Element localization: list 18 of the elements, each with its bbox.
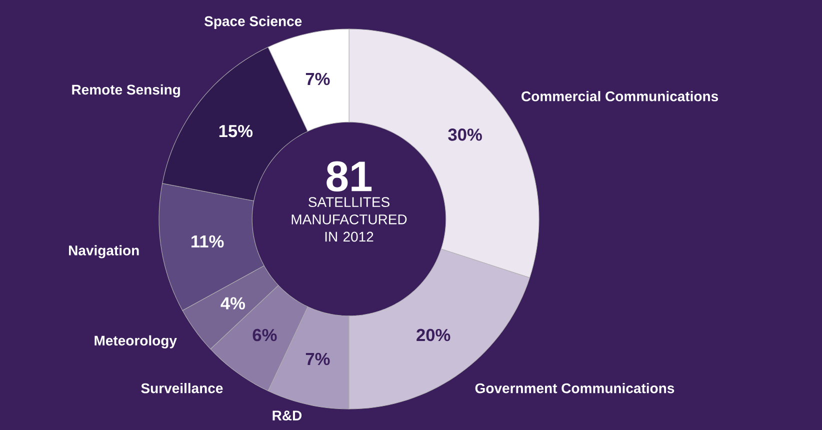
text: SATELLITES MANUFACTURED IN 2012 (292, 197, 407, 242)
slice-label: Surveillance (141, 382, 223, 394)
slice-label: Remote Sensing (72, 84, 180, 98)
slice-label: Government Communications (475, 382, 674, 394)
data-label: 11% (192, 235, 224, 248)
data-label: 7% (306, 72, 330, 86)
data-label: 4% (220, 297, 246, 310)
slice-label: Space Science (204, 16, 302, 29)
data-label: 30% (448, 128, 482, 141)
data-label: 20% (416, 328, 450, 342)
text: 81 (326, 161, 372, 192)
data-label: 7% (306, 352, 330, 366)
slice-label: Commercial Communications (522, 91, 718, 102)
slice-label: Meteorology (94, 335, 177, 348)
data-label: 6% (252, 328, 277, 342)
data-label: 15% (219, 124, 253, 138)
slice-label: R&D (272, 410, 302, 420)
slice-label: Navigation (69, 245, 139, 258)
